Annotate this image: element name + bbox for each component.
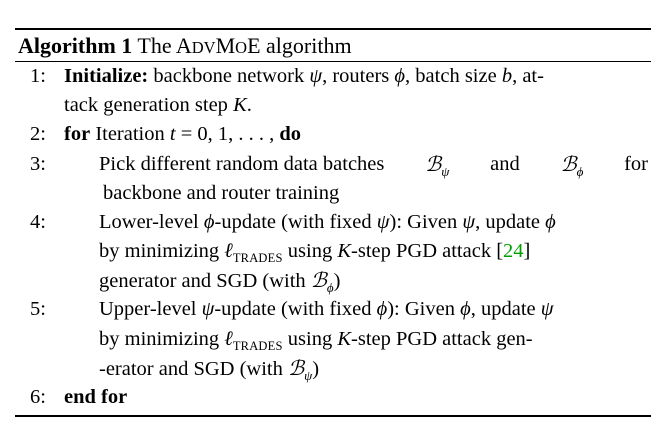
step-2-line: for Iteration t = 0, 1, . . . , do — [64, 123, 302, 145]
caption-rule — [15, 61, 651, 62]
step-3-line-b: backbone and router training — [103, 182, 340, 204]
step-4-line-b: by minimizing ℓTRADES using K-step PGD a… — [99, 240, 531, 265]
for-keyword: for — [64, 123, 91, 145]
top-rule — [15, 28, 651, 30]
step-1-line-a: Initialize: backbone network ψ, routers … — [64, 65, 544, 87]
step-6-line: end for — [64, 384, 127, 411]
line-number-6: 6: — [30, 386, 46, 408]
step-4-line-c: generator and SGD (with ℬϕ) — [99, 268, 341, 295]
line-number-5: 5: — [30, 298, 46, 320]
citation-link[interactable]: 24 — [503, 240, 524, 262]
step-5-line-a: Upper-level ψ-update (with fixed ϕ): Giv… — [99, 298, 554, 320]
line-number-2: 2: — [30, 123, 46, 145]
step-5-line-c: -erator and SGD (with ℬψ) — [99, 356, 320, 383]
line-number-1: 1: — [30, 65, 46, 87]
algorithm-caption: Algorithm 1 The ADVMOE algorithm — [18, 33, 352, 58]
bottom-rule — [15, 415, 651, 417]
step-1-line-b: tack generation step K. — [64, 94, 252, 116]
do-keyword: do — [279, 123, 302, 145]
step-4-line-a: Lower-level ϕ-update (with fixed ψ): Giv… — [99, 211, 556, 233]
step-5-line-b: by minimizing ℓTRADES using K-step PGD a… — [99, 328, 533, 353]
line-number-3: 3: — [30, 153, 46, 175]
line-number-4: 4: — [30, 211, 46, 233]
initialize-keyword: Initialize: — [64, 65, 149, 87]
caption-label: Algorithm 1 — [18, 33, 133, 58]
end-for-keyword: end for — [64, 386, 128, 408]
step-3-line-a: Pick different random data batches ℬψ an… — [99, 152, 648, 179]
